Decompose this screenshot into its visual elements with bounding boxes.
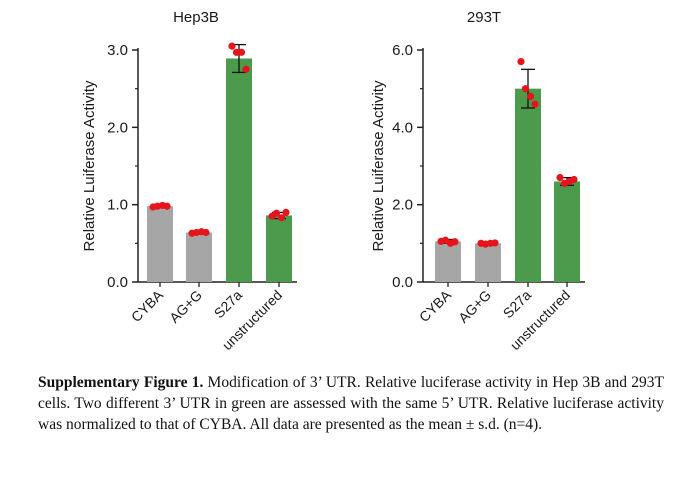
chart-title: 293T	[467, 9, 501, 26]
chart-panel-1: 293T Relative Luiferase Activity 0.0 2.0 4.0…	[370, 9, 585, 353]
x-tick-label: AG+G	[455, 287, 494, 326]
chart-panel-0: Hep3B Relative Luiferase Activity 0.0 1.0 2.…	[81, 9, 297, 353]
data-point	[526, 92, 535, 100]
y-axis-label: Relative Luiferase Activity	[81, 80, 98, 251]
chart-title: Hep3B	[173, 9, 219, 26]
bar-cyba	[147, 206, 173, 282]
y-tick-label: 0.0	[392, 274, 413, 291]
data-point	[237, 48, 246, 56]
data-point	[242, 65, 250, 73]
y-tick-label: 1.0	[107, 197, 128, 214]
bar-unstructured	[266, 215, 292, 282]
bar-ag-g	[475, 243, 501, 282]
x-tick-label: CYBA	[128, 286, 167, 325]
y-tick-label: 4.0	[392, 119, 413, 136]
caption-text: Modification of 3’ UTR. Relative lucifer…	[38, 374, 664, 433]
bar-cyba	[435, 241, 461, 282]
x-tick-label: AG+G	[166, 287, 205, 326]
data-point	[282, 208, 290, 216]
bar-s27a	[226, 58, 252, 282]
data-point	[521, 85, 530, 93]
figure-caption: Supplementary Figure 1. Modification of …	[38, 372, 664, 435]
y-tick-label: 2.0	[107, 119, 128, 136]
data-point	[202, 228, 210, 237]
y-tick-label: 0.0	[107, 274, 128, 291]
x-tick-label: S27a	[211, 287, 246, 322]
y-axis-label: Relative Luiferase Activity	[370, 80, 387, 251]
data-point	[228, 42, 236, 50]
data-point	[517, 58, 525, 66]
data-point	[451, 238, 459, 246]
data-point	[272, 209, 281, 217]
y-tick-label: 3.0	[107, 42, 128, 59]
x-tick-label: CYBA	[416, 286, 455, 325]
data-point	[163, 202, 171, 210]
y-tick-label: 6.0	[392, 42, 413, 59]
y-tick-label: 2.0	[392, 197, 413, 214]
caption-label: Supplementary Figure 1.	[38, 374, 204, 391]
bar-unstructured	[554, 181, 580, 282]
data-point	[491, 239, 499, 247]
data-point	[556, 174, 564, 182]
x-tick-label: S27a	[500, 287, 535, 322]
data-point	[277, 214, 286, 222]
bar-ag-g	[186, 232, 212, 282]
bar-s27a	[515, 88, 541, 283]
data-point	[531, 100, 539, 108]
data-point	[570, 175, 578, 184]
data-point	[232, 48, 241, 56]
